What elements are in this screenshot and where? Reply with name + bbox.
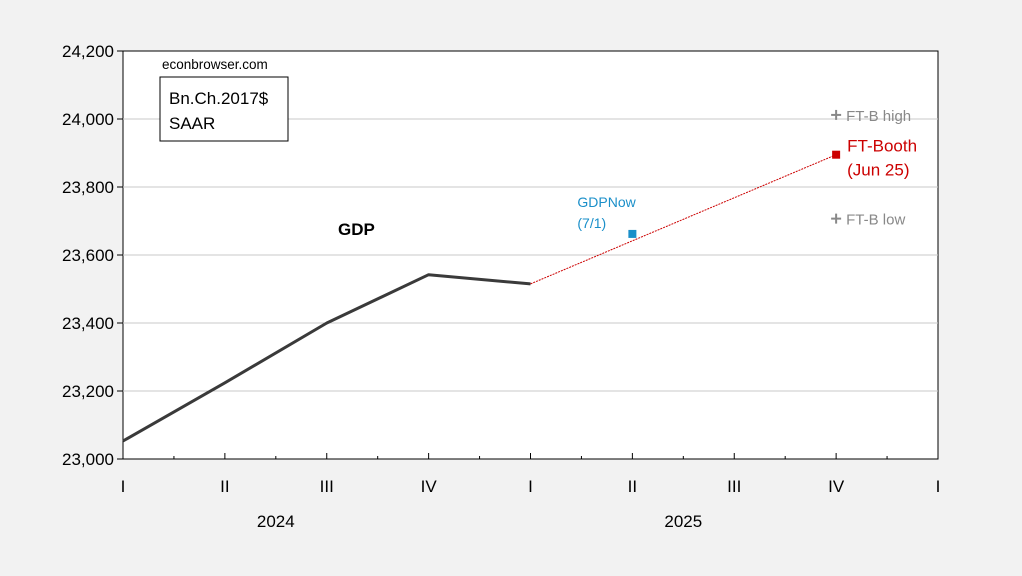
forecast-series-line xyxy=(530,154,837,285)
x-tick-label: III xyxy=(320,477,334,496)
x-year-label: 2024 xyxy=(257,512,295,531)
y-tick-label: 24,000 xyxy=(62,110,114,129)
y-axis: 23,000 23,200 23,400 23,600 23,800 24,000 24,2… xyxy=(62,42,123,469)
x-tick-label: IV xyxy=(828,477,845,496)
x-tick-label: II xyxy=(220,477,229,496)
point-label: (7/1) xyxy=(577,215,606,231)
units-box xyxy=(159,76,289,142)
gdp-series-line xyxy=(122,273,531,443)
x-year-label: 2025 xyxy=(664,512,702,531)
series-layer xyxy=(122,154,837,443)
x-tick-label: I xyxy=(936,477,941,496)
x-tick-label: IV xyxy=(421,477,438,496)
x-tick-label: I xyxy=(528,477,533,496)
units-line-2: SAAR xyxy=(169,114,215,133)
units-line-1: Bn.Ch.2017$ xyxy=(169,89,269,108)
y-tick-label: 23,400 xyxy=(62,314,114,333)
point-marker xyxy=(832,150,841,159)
x-tick-label: I xyxy=(121,477,126,496)
point-label: (Jun 25) xyxy=(847,161,909,180)
points-layer: GDPNow (7/1) FT-Booth (Jun 25) FT-B high FT-B… xyxy=(577,108,917,238)
y-tick-label: 23,200 xyxy=(62,382,114,401)
point-label: FT-B high xyxy=(846,108,911,125)
point-label: FT-B low xyxy=(846,212,905,229)
y-tick-label: 23,000 xyxy=(62,450,114,469)
point-label: FT-Booth xyxy=(847,137,917,156)
y-tick-label: 24,200 xyxy=(62,42,114,61)
y-tick-label: 23,600 xyxy=(62,246,114,265)
source-label: econbrowser.com xyxy=(162,57,268,72)
point-label: GDPNow xyxy=(577,194,636,210)
x-tick-label: III xyxy=(727,477,741,496)
x-tick-label: II xyxy=(628,477,637,496)
y-tick-label: 23,800 xyxy=(62,178,114,197)
gdp-series-label: GDP xyxy=(338,220,375,239)
point-marker xyxy=(628,229,637,238)
